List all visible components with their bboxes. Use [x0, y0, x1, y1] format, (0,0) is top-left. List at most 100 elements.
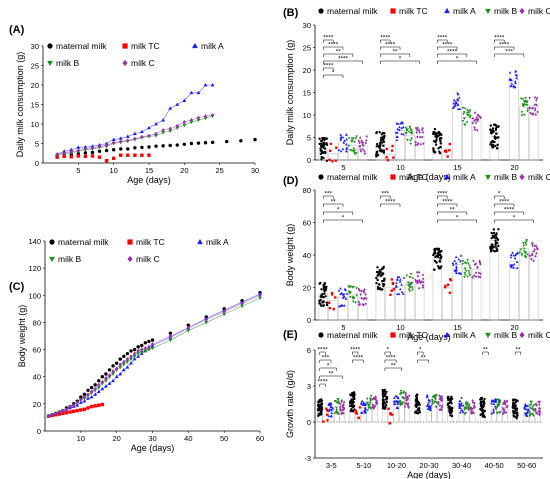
- point-maternal-milk: [316, 403, 320, 406]
- point-milk-b: [409, 128, 413, 132]
- y-tick-label: 6: [307, 346, 311, 355]
- point-maternal-milk: [492, 246, 495, 249]
- point-milk-a: [345, 292, 349, 295]
- point-maternal-milk: [434, 134, 438, 138]
- point-milk-a: [512, 262, 516, 266]
- panel-E: (E) -3 0 3 6 Age (days) Growth rate (g/d) 3-5 5-…: [283, 329, 550, 479]
- point-milk-c: [373, 397, 376, 401]
- significance-label: ****: [385, 355, 396, 362]
- point-maternal-milk: [490, 236, 493, 240]
- point-milk-c: [54, 411, 58, 416]
- point-maternal-milk: [79, 395, 83, 399]
- point-milk-tc: [68, 410, 72, 414]
- point-milk-a: [514, 70, 517, 73]
- legend-item-maternal-milk: maternal milk: [318, 330, 378, 340]
- legend-item-milk-c: milk C: [519, 6, 550, 16]
- point-milk-c: [154, 131, 158, 136]
- point-milk-a: [458, 411, 462, 414]
- point-milk-a: [121, 367, 126, 372]
- significance-label: ***: [505, 49, 513, 56]
- legend-marker-milk-c: [519, 173, 525, 181]
- point-milk-a: [69, 147, 74, 152]
- point-maternal-milk: [132, 347, 137, 352]
- legend-item-milk-b: milk B: [47, 58, 79, 68]
- point-milk-a: [402, 132, 405, 136]
- point-milk-c: [472, 406, 475, 410]
- point-maternal-milk: [89, 385, 94, 390]
- point-milk-c: [414, 143, 418, 147]
- y-tick-label: 5: [307, 134, 311, 143]
- legend-label-milk-tc: milk TC: [399, 6, 428, 16]
- point-milk-b: [351, 295, 355, 299]
- series-line-milk-a: [57, 84, 213, 155]
- point-maternal-milk: [515, 409, 518, 412]
- point-maternal-milk: [325, 303, 329, 307]
- point-milk-b: [522, 250, 526, 253]
- point-maternal-milk: [104, 148, 109, 153]
- point-milk-c: [534, 254, 537, 258]
- point-maternal-milk: [100, 375, 105, 379]
- point-milk-tc: [62, 154, 66, 159]
- point-milk-a: [118, 371, 123, 376]
- point-milk-b: [161, 131, 166, 135]
- point-milk-a: [182, 98, 187, 102]
- point-maternal-milk: [433, 259, 437, 263]
- point-maternal-milk: [378, 283, 381, 286]
- point-maternal-milk: [225, 139, 229, 144]
- point-milk-c: [111, 369, 115, 374]
- point-milk-c: [416, 141, 420, 145]
- point-milk-c: [168, 126, 172, 131]
- point-milk-b: [467, 269, 471, 273]
- point-milk-c: [422, 277, 425, 281]
- x-tick-label: 5: [76, 166, 80, 175]
- bar-milk-b: [398, 397, 405, 423]
- point-maternal-milk: [438, 266, 442, 269]
- point-maternal-milk: [479, 413, 482, 417]
- point-milk-a: [337, 148, 341, 151]
- point-milk-c: [342, 407, 345, 411]
- point-maternal-milk: [210, 140, 215, 145]
- point-milk-b: [349, 291, 352, 294]
- point-milk-a: [492, 399, 495, 403]
- point-milk-c: [360, 289, 363, 293]
- point-milk-b: [463, 271, 467, 275]
- point-milk-c: [111, 140, 116, 145]
- point-milk-b: [529, 403, 533, 406]
- point-milk-c: [416, 126, 420, 130]
- point-milk-a: [461, 404, 465, 407]
- point-milk-b: [495, 406, 499, 409]
- x-tick-label: 20-30: [419, 461, 438, 470]
- point-maternal-milk: [490, 143, 493, 146]
- bar-milk-c: [471, 121, 482, 161]
- point-milk-a: [425, 393, 429, 397]
- point-milk-b: [401, 396, 405, 399]
- significance-label: *: [456, 56, 459, 63]
- point-milk-a: [451, 263, 455, 266]
- point-milk-b: [369, 399, 373, 403]
- point-milk-b: [463, 117, 466, 120]
- point-milk-c: [535, 411, 538, 414]
- point-milk-c: [57, 409, 62, 415]
- point-milk-tc: [83, 154, 88, 159]
- point-maternal-milk: [481, 410, 485, 413]
- bar-milk-tc: [328, 300, 338, 321]
- point-milk-tc: [389, 412, 392, 416]
- point-milk-c: [358, 303, 361, 307]
- y-tick-label: -3: [304, 454, 311, 463]
- significance-label: *: [386, 347, 389, 354]
- point-milk-c: [421, 286, 425, 289]
- point-maternal-milk: [114, 361, 119, 365]
- point-milk-b: [411, 286, 414, 289]
- point-maternal-milk: [381, 272, 385, 275]
- point-milk-c: [418, 135, 422, 139]
- point-maternal-milk: [494, 128, 498, 132]
- point-milk-b: [435, 394, 439, 397]
- point-maternal-milk: [378, 287, 382, 290]
- point-milk-tc: [69, 155, 73, 159]
- point-milk-a: [343, 304, 346, 307]
- significance-bracket: [417, 359, 429, 363]
- legend-item-milk-a: milk A: [444, 6, 476, 16]
- point-milk-b: [409, 139, 412, 142]
- legend-label-maternal-milk: maternal milk: [327, 172, 378, 182]
- significance-label: ****: [499, 42, 510, 49]
